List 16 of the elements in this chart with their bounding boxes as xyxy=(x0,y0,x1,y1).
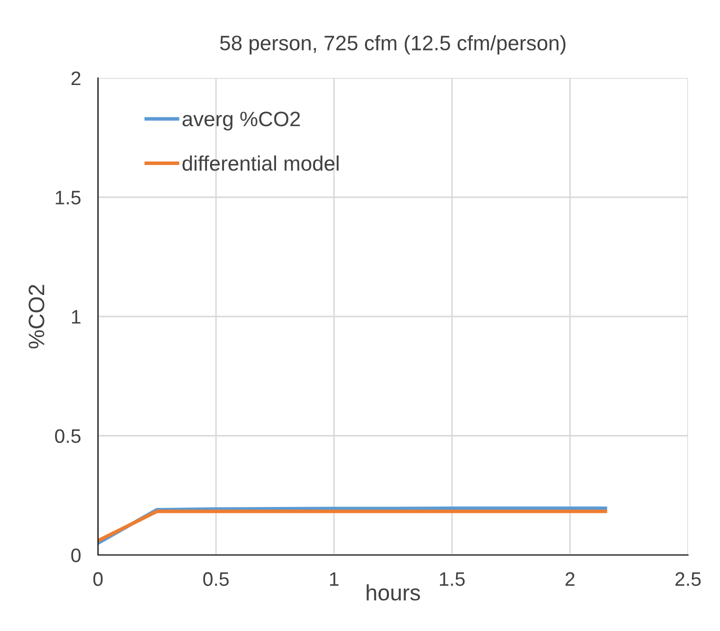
x-tick-label: 2.5 xyxy=(675,572,701,586)
chart-title: 58 person, 725 cfm (12.5 cfm/person) xyxy=(220,35,566,55)
x-axis-title: hours xyxy=(366,584,420,601)
x-tick-label: 2 xyxy=(566,572,574,586)
x-tick-label: 0 xyxy=(93,572,103,586)
y-tick-label: 2 xyxy=(72,71,80,86)
y-tick-label: 1 xyxy=(72,310,80,324)
x-tick-label: 1 xyxy=(330,572,338,586)
y-axis-title: %CO2 xyxy=(28,284,44,348)
legend-label: differential model xyxy=(182,155,339,171)
y-tick-label: 1.5 xyxy=(56,190,81,204)
legend-label: averg %CO2 xyxy=(182,112,300,130)
y-tick-label: 0 xyxy=(71,548,81,562)
x-tick-label: 0.5 xyxy=(203,572,229,586)
x-tick-label: 1.5 xyxy=(440,572,465,586)
y-tick-label: 0.5 xyxy=(55,429,81,443)
